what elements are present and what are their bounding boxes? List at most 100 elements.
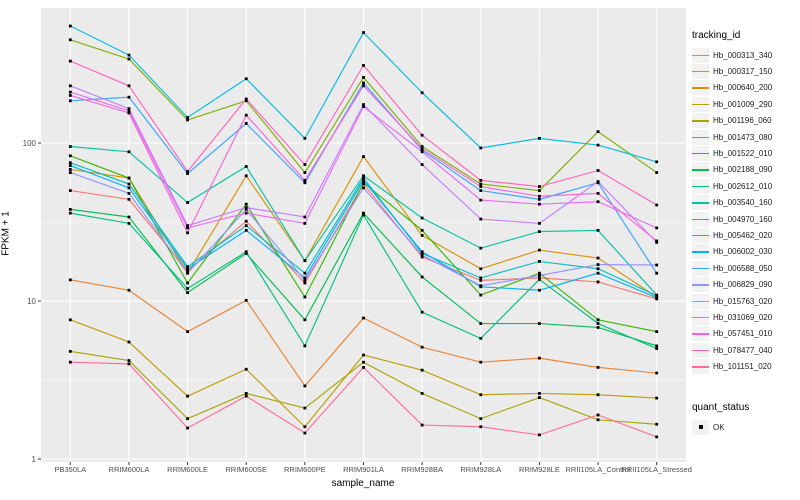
legend-key-line-icon bbox=[692, 309, 709, 325]
data-point-Hb_101151_020 bbox=[479, 425, 483, 429]
data-point-Hb_003540_160 bbox=[420, 216, 424, 220]
legend-item-Hb_000317_150: Hb_000317_150 bbox=[692, 63, 798, 80]
x-tick-label-RRIM928LA: RRIM928LA bbox=[460, 465, 502, 474]
data-point-Hb_006002_030 bbox=[596, 271, 600, 275]
data-point-Hb_015763_020 bbox=[127, 107, 131, 111]
data-point-Hb_003540_160 bbox=[186, 201, 189, 204]
data-point-Hb_002612_010 bbox=[420, 310, 424, 314]
data-point-Hb_000313_340 bbox=[244, 219, 248, 223]
data-point-Hb_000640_200 bbox=[538, 248, 541, 252]
data-point-Hb_031069_020 bbox=[186, 226, 189, 230]
data-point-Hb_001196_060 bbox=[362, 360, 365, 364]
data-point-Hb_057451_010 bbox=[538, 194, 541, 198]
data-point-Hb_001522_010 bbox=[479, 293, 483, 297]
x-tick-label-PB350LA: PB350LA bbox=[54, 465, 87, 474]
legend-key-line-icon bbox=[692, 113, 709, 129]
data-point-Hb_002188_090 bbox=[68, 207, 72, 211]
data-point-Hb_006588_050 bbox=[127, 95, 131, 99]
x-tick-label-RRII105LA_Stressed: RRII105LA_Stressed bbox=[621, 465, 692, 474]
data-point-Hb_006829_090 bbox=[303, 279, 307, 282]
data-point-Hb_001522_010 bbox=[244, 202, 248, 206]
legend-series-list: Hb_000313_340 Hb_000317_150 Hb_000640_200 H… bbox=[692, 47, 798, 375]
data-point-Hb_000317_150 bbox=[479, 360, 483, 364]
data-point-Hb_005462_020 bbox=[303, 136, 307, 140]
data-point-Hb_002188_090 bbox=[479, 322, 483, 325]
data-point-Hb_031069_020 bbox=[420, 150, 424, 154]
legend2-title: quant_status bbox=[692, 402, 750, 413]
data-point-Hb_078477_040 bbox=[479, 178, 483, 182]
data-point-Hb_003540_160 bbox=[127, 150, 131, 154]
data-point-Hb_006588_050 bbox=[303, 181, 307, 185]
data-point-Hb_001522_010 bbox=[655, 330, 659, 334]
data-point-Hb_002612_010 bbox=[538, 277, 541, 281]
data-point-Hb_004970_160 bbox=[186, 265, 189, 269]
data-point-Hb_001009_290 bbox=[244, 367, 248, 371]
legend-key-line-icon bbox=[692, 146, 709, 162]
data-point-Hb_002612_010 bbox=[303, 344, 307, 348]
data-point-Hb_002188_090 bbox=[655, 344, 659, 348]
data-point-Hb_000640_200 bbox=[68, 168, 72, 171]
data-point-Hb_015763_020 bbox=[362, 103, 365, 106]
data-point-Hb_005462_020 bbox=[362, 31, 365, 34]
legend-item-Hb_001522_010: Hb_001522_010 bbox=[692, 145, 798, 162]
data-point-Hb_004970_160 bbox=[244, 224, 248, 228]
data-point-Hb_006002_030 bbox=[186, 267, 189, 271]
legend-key-line-icon bbox=[692, 178, 709, 194]
data-point-Hb_001522_010 bbox=[596, 318, 600, 322]
data-point-Hb_001473_080 bbox=[68, 38, 72, 42]
data-point-Hb_006829_090 bbox=[655, 263, 659, 267]
data-point-Hb_006829_090 bbox=[420, 253, 424, 257]
data-point-Hb_000313_340 bbox=[596, 280, 600, 284]
data-point-Hb_001009_290 bbox=[68, 318, 72, 322]
data-point-Hb_001196_060 bbox=[596, 418, 600, 422]
data-point-Hb_001522_010 bbox=[127, 176, 131, 180]
legend-item-Hb_006829_090: Hb_006829_090 bbox=[692, 276, 798, 293]
data-point-Hb_001473_080 bbox=[538, 189, 541, 192]
data-point-Hb_031069_020 bbox=[362, 105, 365, 108]
data-point-Hb_001522_010 bbox=[538, 271, 541, 275]
legend-item-label: Hb_004970_160 bbox=[713, 214, 773, 224]
data-point-Hb_001473_080 bbox=[127, 57, 131, 61]
data-point-Hb_000640_200 bbox=[479, 267, 483, 271]
data-point-Hb_001196_060 bbox=[655, 422, 659, 426]
data-point-Hb_004970_160 bbox=[303, 271, 307, 275]
data-point-Hb_078477_040 bbox=[303, 163, 307, 166]
data-point-Hb_006588_050 bbox=[420, 148, 424, 152]
data-point-Hb_006588_050 bbox=[68, 99, 72, 103]
data-point-Hb_001009_290 bbox=[596, 393, 600, 397]
data-point-Hb_015763_020 bbox=[186, 224, 189, 228]
legend-item-Hb_001009_290: Hb_001009_290 bbox=[692, 96, 798, 112]
legend-item-label: Hb_000313_340 bbox=[713, 50, 773, 60]
data-point-Hb_006002_030 bbox=[655, 296, 659, 300]
data-point-Hb_004970_160 bbox=[538, 260, 541, 263]
data-point-Hb_000640_200 bbox=[362, 155, 365, 159]
data-point-Hb_003540_160 bbox=[596, 228, 600, 232]
data-point-Hb_000317_150 bbox=[655, 371, 659, 375]
legend-item-label: Hb_078477_040 bbox=[713, 345, 773, 355]
data-point-Hb_101151_020 bbox=[244, 394, 248, 398]
data-point-Hb_006829_090 bbox=[127, 191, 131, 195]
data-point-Hb_000317_150 bbox=[362, 316, 365, 320]
legend-item-label: Hb_006588_050 bbox=[713, 263, 773, 273]
legend-key-line-icon bbox=[692, 96, 709, 112]
data-point-Hb_000313_340 bbox=[538, 276, 541, 280]
legend-key-line-icon bbox=[692, 211, 709, 227]
legend-key-line-icon bbox=[692, 260, 709, 276]
data-point-Hb_101151_020 bbox=[655, 435, 659, 439]
data-point-Hb_006002_030 bbox=[420, 250, 424, 254]
data-point-Hb_015763_020 bbox=[596, 180, 600, 183]
legend-item-Hb_001196_060: Hb_001196_060 bbox=[692, 113, 798, 129]
data-point-Hb_001009_290 bbox=[303, 425, 307, 429]
legend-title: tracking_id bbox=[692, 30, 741, 41]
data-point-Hb_015763_020 bbox=[244, 206, 248, 210]
data-point-Hb_006588_050 bbox=[244, 122, 248, 125]
data-point-Hb_003540_160 bbox=[538, 230, 541, 233]
data-point-Hb_031069_020 bbox=[68, 90, 72, 94]
legend-key-line-icon bbox=[692, 47, 709, 63]
x-tick-label-RRII105LA_Control: RRII105LA_Control bbox=[565, 465, 631, 474]
legend-item-label: Hb_001196_060 bbox=[713, 116, 772, 126]
legend-item-Hb_006002_030: Hb_006002_030 bbox=[692, 244, 798, 260]
data-point-Hb_000317_150 bbox=[538, 356, 541, 360]
data-point-Hb_000317_150 bbox=[244, 298, 248, 302]
data-point-Hb_078477_040 bbox=[362, 63, 365, 67]
